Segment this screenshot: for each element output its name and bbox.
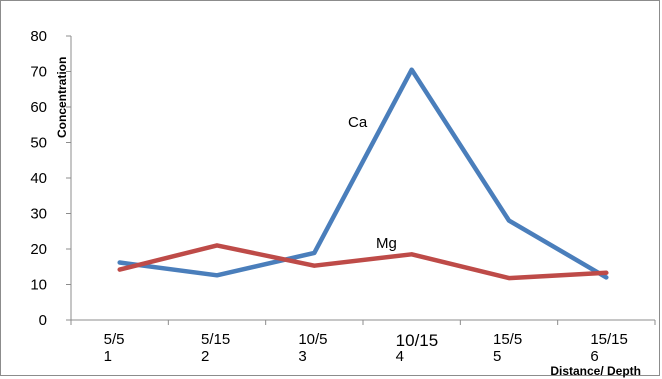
x-category-label: 5/5	[104, 331, 125, 348]
x-category-index: 1	[104, 348, 112, 365]
y-tick-label: 40	[30, 170, 47, 187]
x-category-label: 5/15	[201, 331, 230, 348]
series-line-ca	[117, 67, 609, 280]
series-line-mg	[117, 243, 609, 281]
x-category-index: 5	[493, 348, 501, 365]
y-tick-label: 10	[30, 277, 47, 294]
y-tick-label: 20	[30, 241, 47, 258]
series-label-mg: Mg	[376, 235, 397, 252]
y-axis-ticks: 0 10 20 30 40 50 60 70 80	[30, 28, 71, 329]
x-category-index: 4	[396, 348, 404, 365]
x-axis-title: Distance/ Depth	[550, 364, 641, 378]
x-category-label: 15/5	[493, 331, 522, 348]
y-axis-title: Concentration	[55, 57, 69, 138]
x-category-index: 3	[298, 348, 306, 365]
series-label-ca: Ca	[348, 114, 368, 131]
chart-labels: Concentration Distance/ Depth Ca Mg	[55, 57, 641, 378]
axes	[70, 36, 655, 321]
series-lines	[117, 67, 609, 281]
x-category-label: 15/15	[590, 331, 628, 348]
y-tick-label: 70	[30, 64, 47, 81]
y-tick-label: 30	[30, 206, 47, 223]
y-tick-label: 60	[30, 99, 47, 116]
x-category-label: 10/15	[396, 331, 439, 350]
y-tick-label: 50	[30, 135, 47, 152]
x-category-index: 6	[590, 348, 598, 365]
x-category-label: 10/5	[298, 331, 327, 348]
y-tick-label: 0	[39, 312, 47, 329]
x-category-index: 2	[201, 348, 209, 365]
y-tick-label: 80	[30, 28, 47, 45]
